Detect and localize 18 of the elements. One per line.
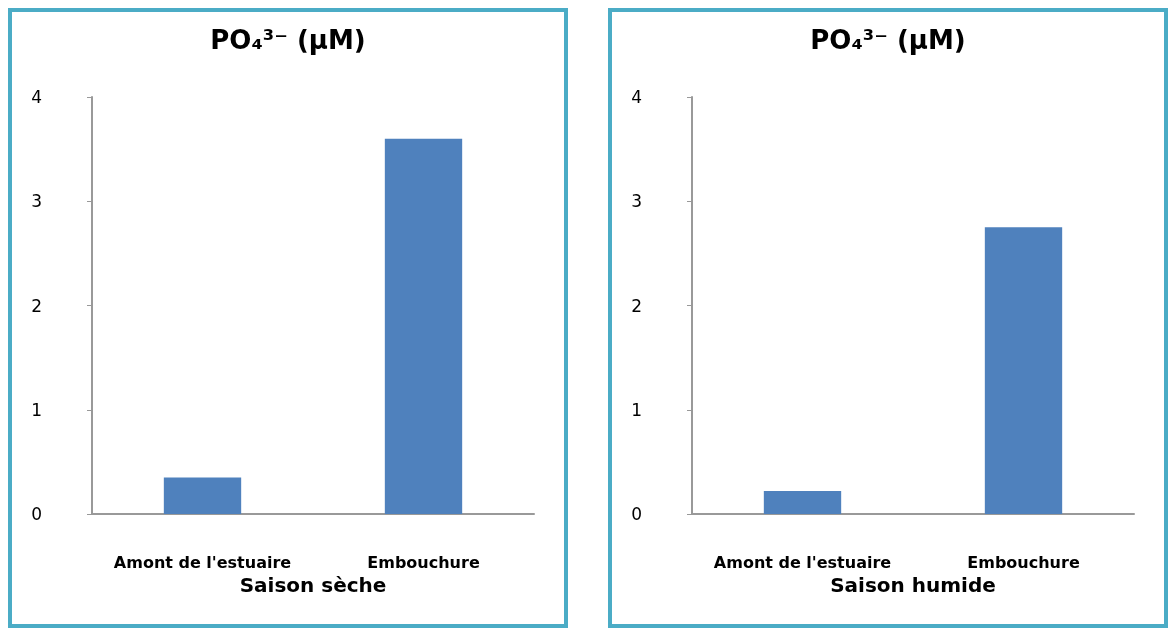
chart-title: PO₄³⁻ (µM)	[810, 25, 966, 55]
x-axis-title: Saison humide	[830, 572, 996, 597]
y-tick-label: 1	[31, 399, 42, 420]
y-tick-label: 3	[31, 191, 42, 212]
x-tick-label: Amont de l'estuaire	[113, 552, 292, 572]
x-tick-label: Amont de l'estuaire	[713, 552, 892, 572]
y-tick-label: 2	[631, 295, 642, 316]
y-tick-label: 4	[31, 87, 42, 107]
chart-title: PO₄³⁻ (µM)	[210, 25, 366, 55]
x-tick-label: Embouchure	[367, 552, 480, 572]
y-tick-label: 0	[631, 504, 642, 524]
y-tick-label: 4	[631, 87, 642, 107]
y-tick-label: 0	[31, 504, 42, 524]
x-axis-title: Saison sèche	[239, 572, 387, 597]
y-tick-label: 1	[631, 399, 642, 420]
y-tick-label: 3	[631, 191, 642, 212]
y-tick-label: 2	[31, 295, 42, 316]
x-tick-label: Embouchure	[967, 552, 1080, 572]
